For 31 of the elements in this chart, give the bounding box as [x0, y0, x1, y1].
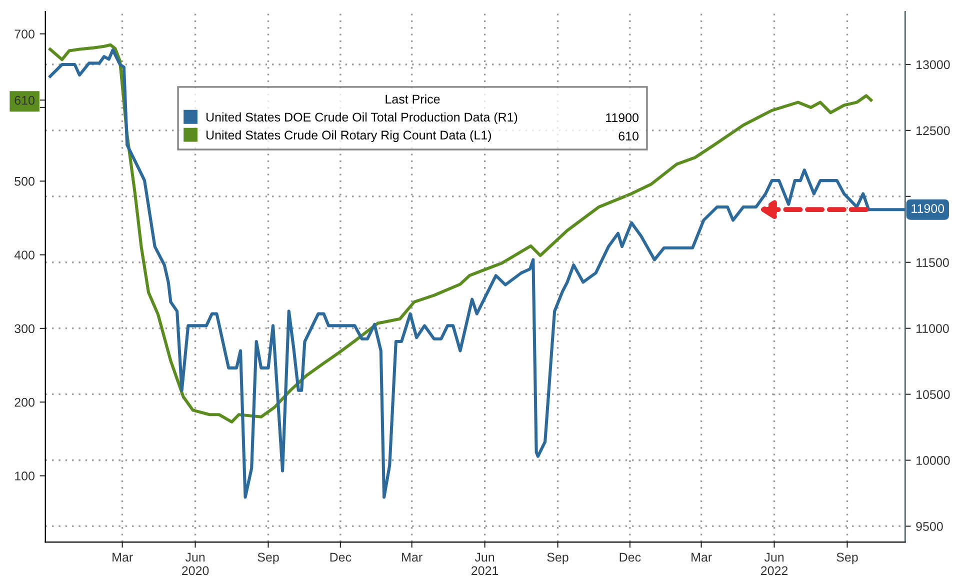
x-tick-label: Mar: [402, 552, 422, 562]
y2-tick-label: 11000: [916, 324, 949, 333]
y2-tick-label: 12500: [916, 126, 950, 136]
y-tick-label: 400: [14, 250, 34, 260]
y2-tick-label: 9500: [916, 522, 943, 531]
data-label: 11900: [912, 204, 944, 213]
x-tick-label: Dec: [330, 552, 352, 562]
x-tick-label: Sep: [547, 552, 568, 564]
y-tick-label: 300: [14, 324, 34, 334]
legend-label: United States DOE Crude Oil Total Production Data (R1): [206, 112, 518, 124]
y-tick-label: 100: [15, 472, 34, 480]
y2-tick-label: 10000: [916, 456, 950, 465]
x-tick-label: Jun 2021: [472, 552, 498, 576]
x-tick-label: Dec: [620, 552, 641, 562]
x-tick-label: Sep: [836, 552, 858, 564]
y-tick-label: 610: [14, 96, 34, 105]
legend-label: United States Crude Oil Rotary Rig Count Data (L1): [206, 130, 491, 142]
x-tick-label: Jun 2020: [182, 552, 209, 576]
x-tick-label: Mar: [112, 552, 133, 562]
y-tick-label: 200: [14, 398, 34, 407]
text: 11900: [606, 113, 639, 122]
text: 610: [618, 132, 638, 141]
x-tick-label: Mar: [692, 552, 712, 562]
y2-tick-label: 11500: [916, 258, 949, 268]
y-tick-label: 700: [14, 30, 34, 38]
legend-title: Last Price: [386, 94, 440, 104]
y-tick-label: 500: [14, 176, 34, 186]
y2-tick-label: 13000: [916, 60, 950, 70]
x-tick-label: Jun 2022: [761, 552, 788, 576]
y2-tick-label: 10500: [916, 390, 950, 399]
x-tick-label: Sep: [258, 552, 279, 564]
